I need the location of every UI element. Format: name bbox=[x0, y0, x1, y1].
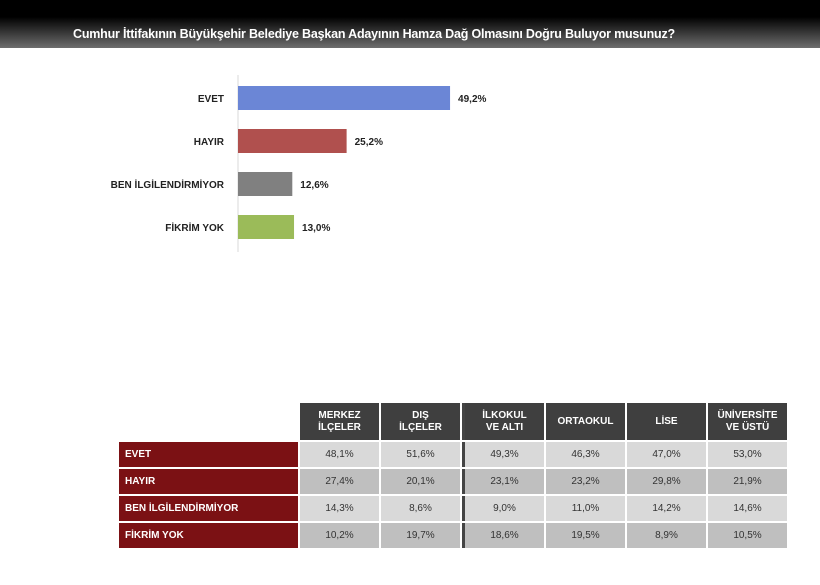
table-cell: 23,2% bbox=[546, 469, 625, 494]
crosstab-table: MERKEZ İLÇELER DIŞ İLÇELER İLKOKUL VE ALTI… bbox=[117, 401, 789, 550]
table-cell: 18,6% bbox=[462, 523, 544, 548]
table-cell: 51,6% bbox=[381, 442, 460, 467]
title-bar: Cumhur İttifakının Büyükşehir Belediye B… bbox=[0, 0, 820, 48]
column-header: LİSE bbox=[627, 403, 706, 440]
row-label: FİKRİM YOK bbox=[119, 523, 298, 548]
row-label: BEN İLGİLENDİRMİYOR bbox=[119, 496, 298, 521]
column-header: ORTAOKUL bbox=[546, 403, 625, 440]
column-header: İLKOKUL VE ALTI bbox=[462, 403, 544, 440]
table-cell: 23,1% bbox=[462, 469, 544, 494]
category-label: FİKRİM YOK bbox=[165, 221, 224, 234]
data-label: 25,2% bbox=[355, 137, 383, 148]
table-cell: 8,9% bbox=[627, 523, 706, 548]
table-cell: 46,3% bbox=[546, 442, 625, 467]
bar bbox=[238, 172, 293, 196]
table-cell: 8,6% bbox=[381, 496, 460, 521]
table-cell: 10,2% bbox=[300, 523, 379, 548]
bar-chart: EVET 49,2% HAYIR 25,2% BEN İLGİLENDİRMİYOR 12… bbox=[111, 75, 487, 252]
table-cell: 49,3% bbox=[462, 442, 544, 467]
column-header: ÜNİVERSİTE VE ÜSTÜ bbox=[708, 403, 787, 440]
bar bbox=[238, 86, 451, 110]
table-cell: 29,8% bbox=[627, 469, 706, 494]
data-label: 12,6% bbox=[300, 180, 328, 191]
table-cell: 48,1% bbox=[300, 442, 379, 467]
table-cell: 21,9% bbox=[708, 469, 787, 494]
category-label: EVET bbox=[198, 94, 224, 105]
table-cell: 20,1% bbox=[381, 469, 460, 494]
table-cell: 10,5% bbox=[708, 523, 787, 548]
table-cell: 19,5% bbox=[546, 523, 625, 548]
table-cell: 14,6% bbox=[708, 496, 787, 521]
table-cell: 11,0% bbox=[546, 496, 625, 521]
table-cell: 53,0% bbox=[708, 442, 787, 467]
category-label: BEN İLGİLENDİRMİYOR bbox=[111, 178, 225, 191]
table-row: FİKRİM YOK 10,2% 19,7% 18,6% 19,5% 8,9% 10,5% bbox=[119, 523, 787, 548]
chart-title: Cumhur İttifakının Büyükşehir Belediye B… bbox=[73, 27, 675, 41]
data-label: 13,0% bbox=[302, 223, 330, 234]
table-row: EVET 48,1% 51,6% 49,3% 46,3% 47,0% 53,0% bbox=[119, 442, 787, 467]
column-header: DIŞ İLÇELER bbox=[381, 403, 460, 440]
table-row: HAYIR 27,4% 20,1% 23,1% 23,2% 29,8% 21,9% bbox=[119, 469, 787, 494]
table-cell: 19,7% bbox=[381, 523, 460, 548]
data-label: 49,2% bbox=[458, 94, 486, 105]
table-cell: 9,0% bbox=[462, 496, 544, 521]
table-row: BEN İLGİLENDİRMİYOR 14,3% 8,6% 9,0% 11,0% 14,… bbox=[119, 496, 787, 521]
table-cell: 14,3% bbox=[300, 496, 379, 521]
table-cell: 47,0% bbox=[627, 442, 706, 467]
column-header: MERKEZ İLÇELER bbox=[300, 403, 379, 440]
row-label: EVET bbox=[119, 442, 298, 467]
row-label: HAYIR bbox=[119, 469, 298, 494]
bar bbox=[238, 129, 347, 153]
table-cell: 14,2% bbox=[627, 496, 706, 521]
bar bbox=[238, 215, 295, 239]
category-label: HAYIR bbox=[194, 137, 225, 148]
table-cell: 27,4% bbox=[300, 469, 379, 494]
blank-header bbox=[119, 403, 298, 440]
